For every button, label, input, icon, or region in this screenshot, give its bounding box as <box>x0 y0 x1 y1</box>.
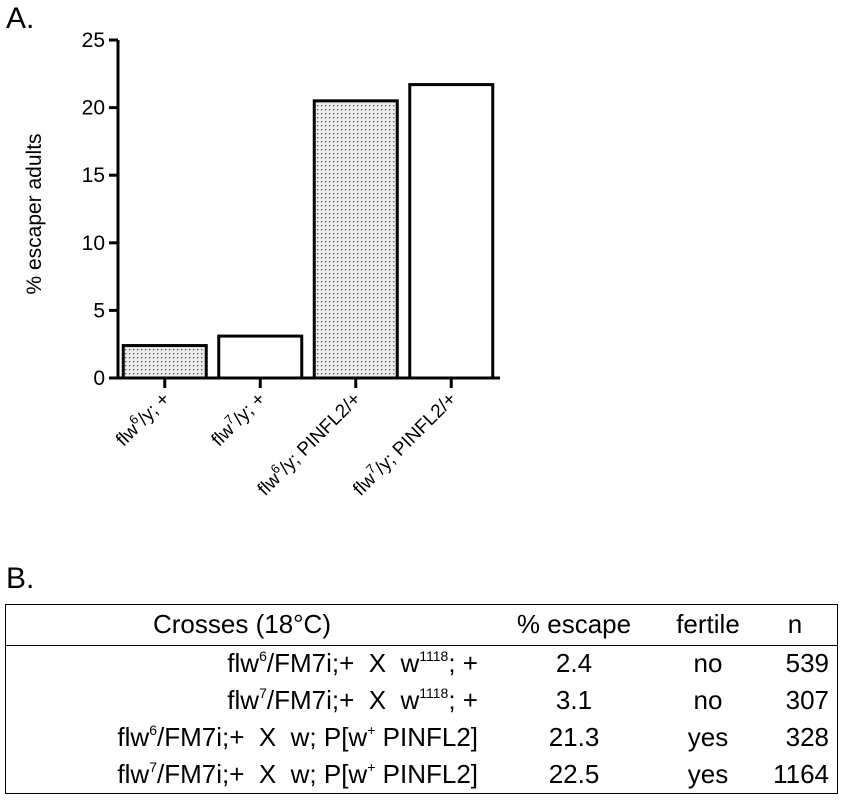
header-escape: % escape <box>516 609 632 639</box>
cross-cell: flw6/FM7i;+ X w1118; + <box>227 648 478 678</box>
bar <box>312 99 399 380</box>
escape-cell: 2.4 <box>555 648 593 678</box>
panel-b-label: B. <box>6 562 35 595</box>
bar <box>217 334 304 380</box>
y-tick-label: 5 <box>93 299 105 322</box>
bar-chart: 0 5 10 15 20 25 % escaper adults flw6/y; + flw7/… <box>23 29 500 500</box>
x-tick-label: flw7/y; + <box>205 386 270 451</box>
cross-cell: flw7/FM7i;+ X w; P[w+ PINFL2] <box>117 759 478 789</box>
fertile-cell: yes <box>687 722 729 752</box>
cross-cell: flw6/FM7i;+ X w; P[w+ PINFL2] <box>117 722 478 752</box>
fertile-cell: yes <box>687 759 729 789</box>
table-row: flw6/FM7i;+ X w; P[w+ PINFL2] 21.3 yes 3… <box>6 718 837 755</box>
y-axis-label: % escaper adults <box>23 133 46 294</box>
header-fertile: fertile <box>676 609 740 639</box>
cross-cell: flw7/FM7i;+ X w1118; + <box>227 685 478 715</box>
y-tick-label: 25 <box>82 29 105 52</box>
bar <box>408 83 495 380</box>
table-header-row: Crosses (18°C) % escape fertile n <box>6 605 837 646</box>
y-tick-label: 20 <box>82 97 105 120</box>
bar <box>121 344 208 380</box>
fertile-cell: no <box>693 685 723 715</box>
table-row: flw6/FM7i;+ X w1118; + 2.4 no 539 <box>6 644 837 681</box>
table-row: flw7/FM7i;+ X w1118; + 3.1 no 307 <box>6 681 837 718</box>
panel-a-label: A. <box>6 2 35 35</box>
n-cell: 328 <box>785 722 829 752</box>
fertile-cell: no <box>693 648 723 678</box>
y-tick-label: 10 <box>82 232 105 255</box>
x-tick-label: flw6/y; + <box>109 386 174 451</box>
n-cell: 1164 <box>773 759 829 789</box>
crosses-table: Crosses (18°C) % escape fertile n flw6/F… <box>5 604 838 794</box>
header-crosses: Crosses (18°C) <box>153 609 331 639</box>
y-tick-label: 15 <box>82 164 105 187</box>
escape-cell: 3.1 <box>555 685 593 715</box>
y-tick-label: 0 <box>93 367 105 390</box>
escape-cell: 22.5 <box>548 759 600 789</box>
header-n: n <box>787 609 803 639</box>
escape-cell: 21.3 <box>548 722 600 752</box>
n-cell: 307 <box>785 685 829 715</box>
n-cell: 539 <box>785 648 829 678</box>
table-row: flw7/FM7i;+ X w; P[w+ PINFL2] 22.5 yes 1… <box>6 755 837 792</box>
